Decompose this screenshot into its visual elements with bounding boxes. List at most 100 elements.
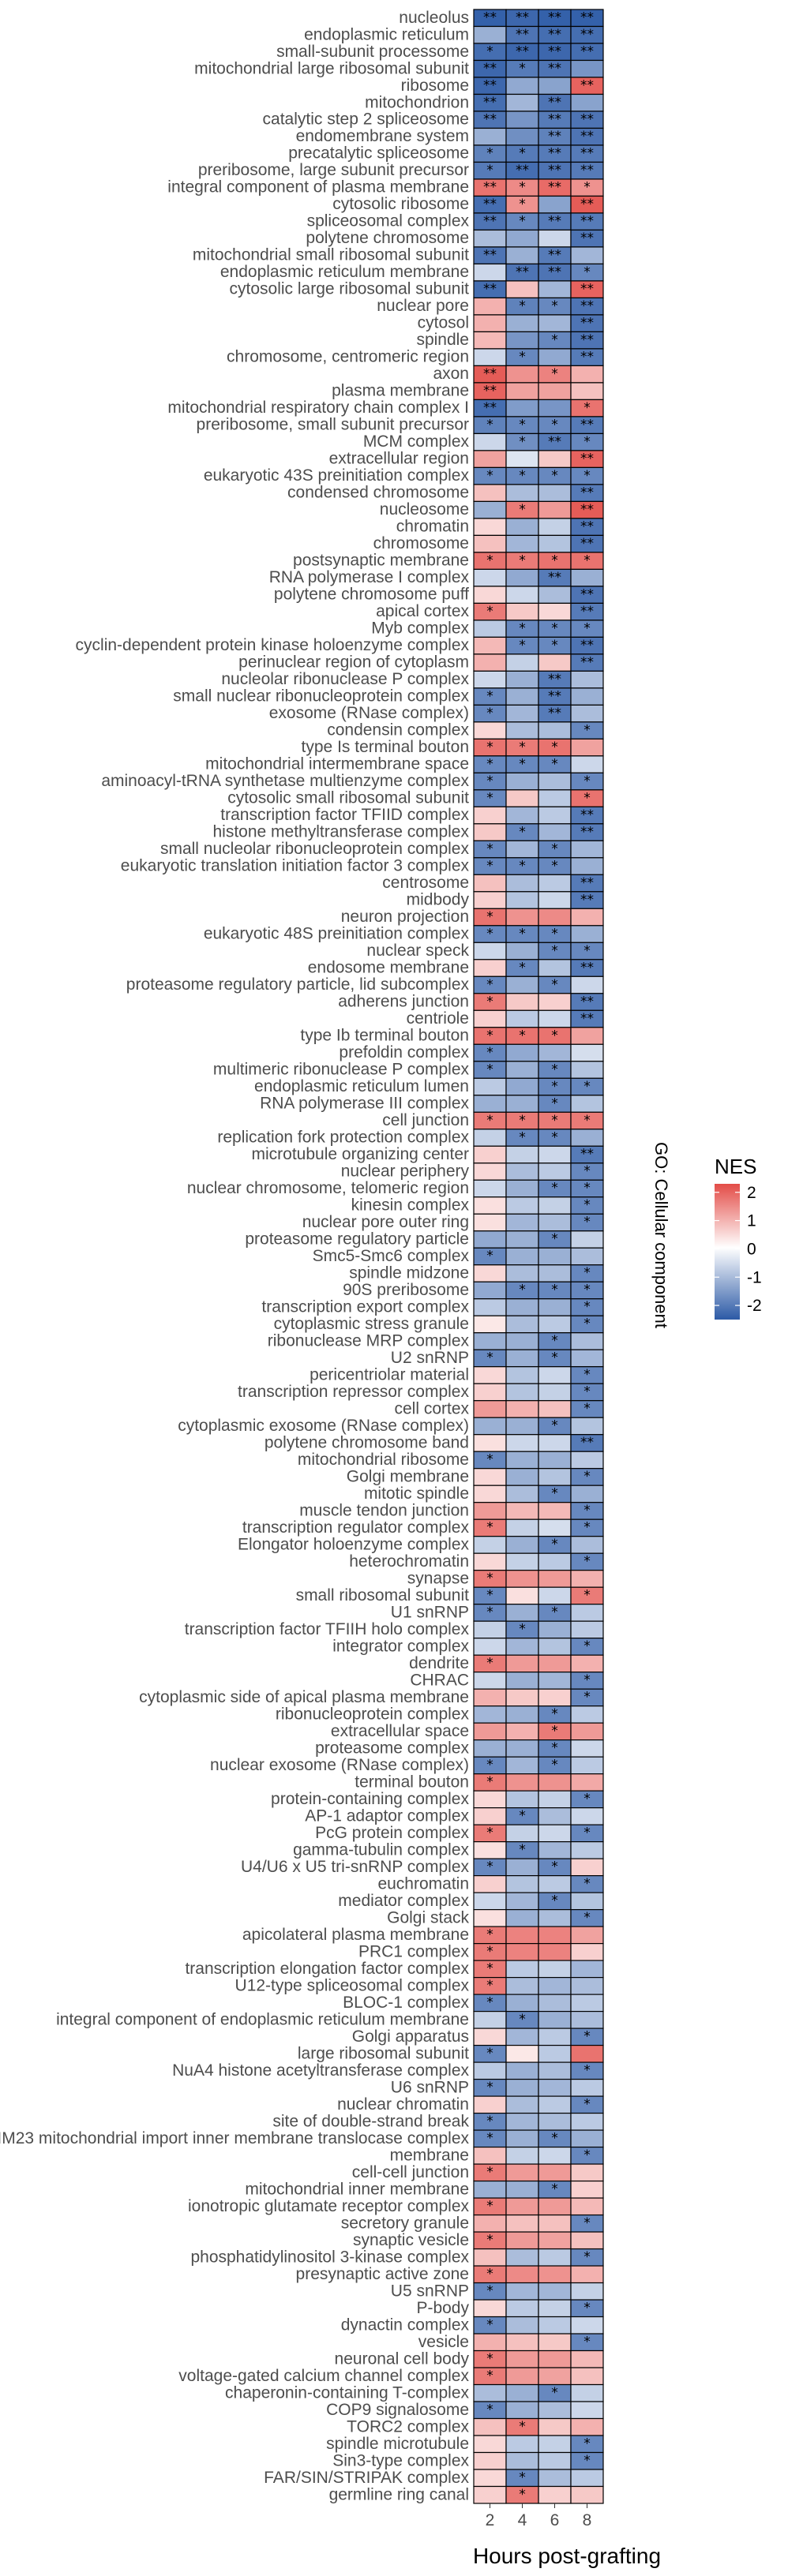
row-label: phosphatidylinositol 3-kinase complex <box>190 2248 469 2266</box>
significance-mark: ** <box>483 366 497 382</box>
significance-mark: * <box>583 2436 591 2451</box>
significance-mark: ** <box>580 129 594 144</box>
heatmap-cell <box>538 280 572 299</box>
significance-mark: * <box>519 213 526 229</box>
row-label: plasma membrane <box>332 382 469 400</box>
heatmap-cell <box>505 891 539 909</box>
heatmap-cell <box>473 2417 507 2436</box>
significance-mark: * <box>551 2131 558 2147</box>
significance-mark: * <box>486 552 493 568</box>
row-label: ionotropic glutamate receptor complex <box>188 2197 470 2215</box>
heatmap-cell <box>473 1536 507 1554</box>
row-label: transcription regulator complex <box>242 1518 470 1537</box>
heatmap-cell <box>570 2485 604 2504</box>
heatmap-cell <box>570 2316 604 2334</box>
heatmap-cell <box>538 195 572 214</box>
heatmap-cell <box>570 1129 604 1147</box>
significance-mark: ** <box>580 163 594 178</box>
row-label: integral component of plasma membrane <box>167 178 469 197</box>
heatmap-cell <box>505 2197 539 2216</box>
heatmap-cell <box>538 1977 572 1995</box>
significance-mark: ** <box>580 807 594 823</box>
heatmap-cell <box>570 1977 604 1995</box>
heatmap-cell <box>570 1773 604 1792</box>
heatmap-cell <box>538 2112 572 2131</box>
significance-mark: * <box>486 1995 493 2011</box>
row-label: centrosome <box>382 874 469 892</box>
row-label: BLOC-1 complex <box>343 1994 469 2012</box>
row-label: catalytic step 2 spliceosome <box>263 110 469 129</box>
row-label: integrator complex <box>332 1637 469 1655</box>
heatmap-cell <box>505 1994 539 2012</box>
row-label: small nuclear ribonucleoprotein complex <box>173 687 469 706</box>
significance-mark: * <box>551 1859 558 1875</box>
row-label: PcG protein complex <box>315 1824 469 1842</box>
row-label: ribonuclease MRP complex <box>268 1332 470 1350</box>
heatmap-cell <box>570 1604 604 1622</box>
heatmap-cell <box>538 314 572 333</box>
heatmap-cell <box>505 1536 539 1554</box>
heatmap-cell <box>505 1077 539 1096</box>
row-label: cytosolic small ribosomal subunit <box>227 789 469 807</box>
row-label: transcription export complex <box>261 1298 469 1316</box>
heatmap-cell <box>538 1824 572 1843</box>
heatmap-cell <box>505 1264 539 1282</box>
heatmap-cell <box>538 484 572 503</box>
significance-mark: * <box>486 2368 493 2384</box>
significance-mark: * <box>519 1808 526 1824</box>
significance-mark: ** <box>580 197 594 212</box>
heatmap-cell <box>505 1163 539 1181</box>
row-label: cell-cell junction <box>352 2163 469 2181</box>
heatmap-cell <box>505 450 539 469</box>
significance-mark: ** <box>580 1011 594 1027</box>
heatmap-cell <box>505 1247 539 1266</box>
row-label: apical cortex <box>376 602 469 620</box>
heatmap-cell <box>473 1705 507 1724</box>
row-label: cytosol <box>418 314 469 332</box>
heatmap-cell <box>538 1773 572 1792</box>
significance-mark: * <box>486 1113 493 1129</box>
heatmap-cell <box>473 484 507 503</box>
heatmap-cell <box>505 2383 539 2402</box>
row-label: chaperonin-containing T-complex <box>225 2383 469 2402</box>
significance-mark: * <box>551 2181 558 2197</box>
heatmap-cell <box>505 1468 539 1486</box>
significance-mark: * <box>551 332 558 348</box>
heatmap-cell <box>473 653 507 672</box>
heatmap-cell <box>473 2451 507 2470</box>
heatmap-cell <box>570 2367 604 2386</box>
heatmap-cell <box>538 2248 572 2267</box>
row-label: spindle midzone <box>349 1264 469 1282</box>
significance-mark: * <box>519 349 526 365</box>
heatmap-cell <box>505 1043 539 1062</box>
significance-mark: ** <box>483 9 497 25</box>
heatmap-cell <box>538 348 572 367</box>
significance-mark: * <box>486 756 493 772</box>
heatmap-cell <box>570 670 604 689</box>
heatmap-cell <box>473 586 507 604</box>
heatmap-cell <box>570 755 604 773</box>
row-label: cytosolic large ribosomal subunit <box>230 280 470 298</box>
significance-mark: ** <box>580 349 594 365</box>
heatmap-cell <box>538 1552 572 1571</box>
row-label: mitochondrial respiratory chain complex … <box>167 399 469 417</box>
heatmap-cell <box>473 1077 507 1096</box>
heatmap-cell <box>538 1383 572 1402</box>
heatmap-cell <box>538 2231 572 2250</box>
heatmap-cell <box>570 1739 604 1758</box>
heatmap-cell <box>538 1213 572 1232</box>
row-label: apicolateral plasma membrane <box>242 1926 469 1944</box>
heatmap-cell <box>538 2265 572 2284</box>
legend-colorbar <box>715 1184 740 1320</box>
heatmap-cell <box>473 1739 507 1758</box>
significance-mark: * <box>519 926 526 942</box>
significance-mark: * <box>583 1825 591 1841</box>
significance-mark: * <box>519 61 526 77</box>
x-tick-label: 6 <box>550 2511 560 2529</box>
heatmap-cell <box>538 229 572 248</box>
heatmap-cell <box>505 127 539 146</box>
heatmap-cell <box>538 874 572 893</box>
significance-mark: * <box>551 943 558 959</box>
row-label: kinesin complex <box>351 1196 470 1215</box>
heatmap-cell <box>473 1163 507 1181</box>
